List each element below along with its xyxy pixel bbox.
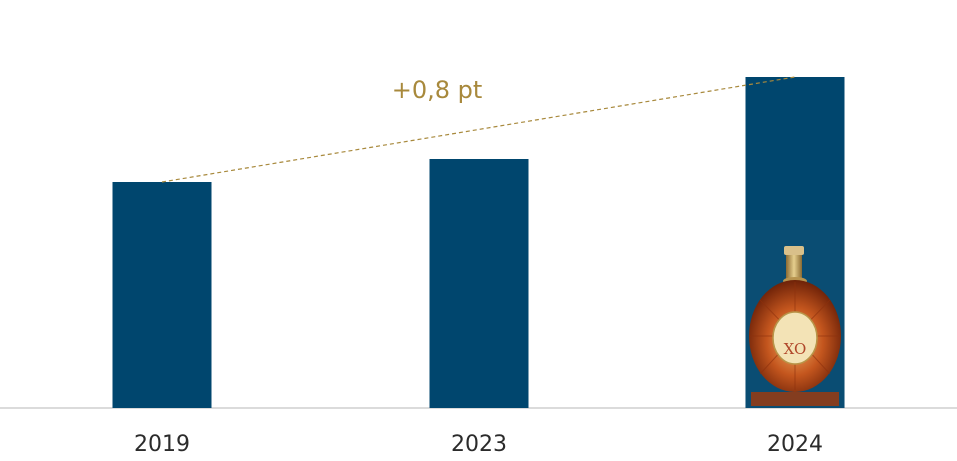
x-tick-label-2023: 2023 <box>451 432 507 457</box>
annotation-label: +0,8 pt <box>392 76 483 104</box>
annotation-trend-line <box>161 76 796 183</box>
x-tick-label-2024: 2024 <box>767 432 823 457</box>
bar-2023 <box>429 159 529 408</box>
x-tick-label-2019: 2019 <box>134 432 190 457</box>
cognac-bottle-image: XO <box>746 220 844 408</box>
bar-2019 <box>112 182 212 408</box>
bottle-xo-label: XO <box>784 340 807 358</box>
